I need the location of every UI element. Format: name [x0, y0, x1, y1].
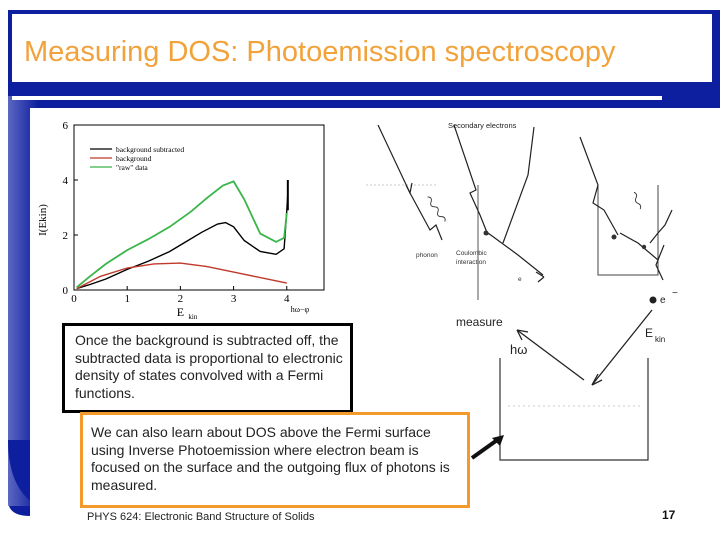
- coulombic-interaction-label: Coulombic: [456, 250, 487, 257]
- pointer-arrow: [470, 435, 504, 460]
- legend-item: background subtracted: [116, 145, 184, 154]
- y-tick-label: 2: [63, 230, 69, 242]
- series-line: [76, 262, 287, 290]
- slide-footer: PHYS 624: Electronic Band Structure of S…: [87, 511, 315, 523]
- x-tick-label: 0: [71, 293, 77, 305]
- electron-label: e: [518, 276, 522, 283]
- x-tick-label: 4: [284, 293, 290, 305]
- phonon-label: phonon: [416, 252, 438, 259]
- y-tick-label: 6: [63, 120, 69, 132]
- slide-title: Measuring DOS: Photoemission spectroscop…: [24, 36, 616, 68]
- ekin-label: E: [645, 326, 653, 340]
- measure-label: measure: [456, 315, 503, 329]
- svg-text:−: −: [672, 290, 678, 299]
- hw-label: hω: [510, 342, 527, 357]
- x-axis-sublabel: kin: [188, 313, 197, 321]
- y-axis-label: I(Ekin): [37, 204, 49, 236]
- x-tick-label: 3: [231, 293, 237, 305]
- textbox-background-subtraction: Once the background is subtracted off, t…: [62, 323, 353, 413]
- y-tick-label: 0: [63, 285, 69, 297]
- secondary-electrons-label: Secondary electrons: [448, 121, 517, 130]
- inverse-photoemission-diagram: e − measure hω E kin: [456, 290, 678, 461]
- photoemission-plot: 0 1 2 3 4 0 2 4 6 E kin hω−φ I(Ekin) background subt…: [37, 120, 325, 321]
- legend-item: "raw" data: [116, 163, 148, 172]
- plot-frame: [73, 124, 325, 291]
- y-tick-label: 4: [63, 175, 69, 187]
- electron-dot-icon: [649, 296, 657, 304]
- svg-text:interaction: interaction: [456, 259, 486, 266]
- plot-legend: background subtracted background "raw" d…: [90, 145, 184, 172]
- secondary-electrons-diagram: Secondary electrons phonon Coulombic int…: [366, 121, 673, 300]
- legend-item: background: [116, 154, 152, 163]
- series-line: [76, 193, 289, 290]
- ekin-sub-label: kin: [655, 335, 665, 344]
- textbox-inverse-photoemission: We can also learn about DOS above the Fe…: [80, 412, 470, 508]
- x-axis-label: E: [177, 305, 184, 319]
- series-line: [76, 180, 288, 288]
- page-number: 17: [662, 508, 676, 522]
- x-extra-label: hω−φ: [291, 305, 310, 314]
- x-tick-label: 1: [124, 293, 130, 305]
- x-tick-label: 2: [178, 293, 184, 305]
- e-minus-label: e: [660, 295, 666, 306]
